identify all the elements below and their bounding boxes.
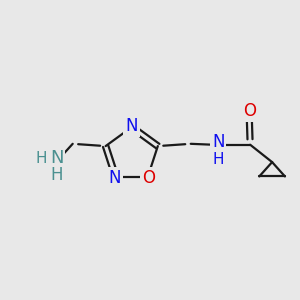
- Text: N: N: [125, 117, 138, 135]
- Text: O: O: [142, 169, 155, 187]
- Text: H: H: [50, 166, 63, 184]
- Text: N: N: [50, 149, 63, 167]
- Text: O: O: [243, 102, 256, 120]
- Text: H: H: [212, 152, 224, 167]
- Text: H: H: [36, 151, 47, 166]
- Text: N: N: [212, 134, 224, 152]
- Text: N: N: [108, 169, 121, 187]
